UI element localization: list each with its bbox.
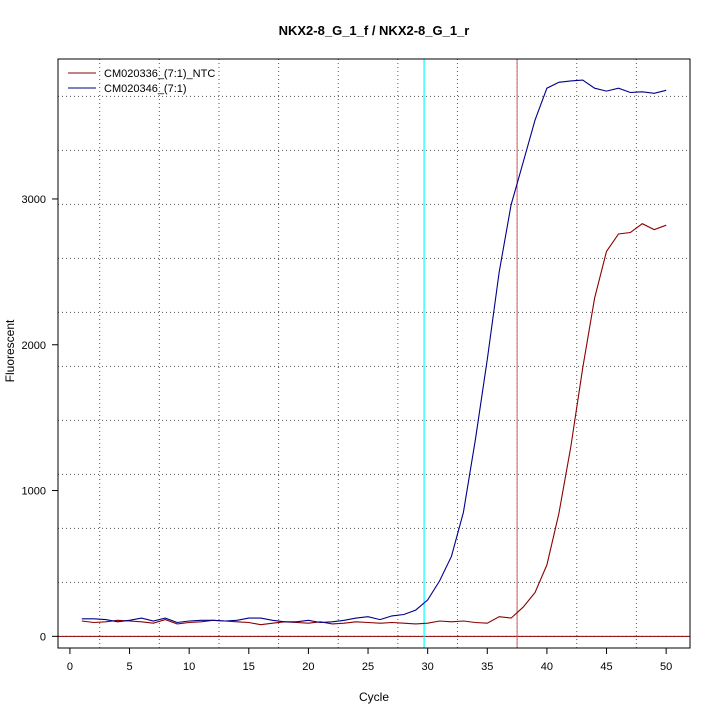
y-tick-label: 3000 (22, 194, 46, 206)
chart-title: NKX2-8_G_1_f / NKX2-8_G_1_r (279, 23, 470, 38)
x-tick-label: 40 (541, 661, 553, 673)
series-line-2 (81, 79, 667, 624)
y-tick-label: 2000 (22, 340, 46, 352)
x-tick-label: 50 (660, 661, 672, 673)
x-tick-label: 30 (422, 661, 434, 673)
y-tick-label: 1000 (22, 486, 46, 498)
reference-lines (58, 59, 690, 648)
x-axis-label: Cycle (359, 690, 389, 704)
x-tick-label: 5 (126, 661, 132, 673)
legend: CM020336_(7:1)_NTC CM020346_(7:1) (68, 68, 215, 95)
x-tick-label: 45 (600, 661, 612, 673)
x-tick-label: 15 (243, 661, 255, 673)
x-axis: 0 5 10 15 20 25 30 35 40 45 50 (67, 647, 672, 673)
legend-label-1: CM020336_(7:1)_NTC (104, 68, 215, 80)
series-line-1 (81, 223, 667, 626)
x-tick-label: 0 (67, 661, 73, 673)
y-axis: 0 1000 2000 3000 (22, 194, 59, 643)
series-lines (81, 79, 667, 626)
y-axis-label: Fluorescent (3, 319, 17, 382)
legend-label-2: CM020346_(7:1) (104, 83, 187, 95)
x-tick-label: 25 (362, 661, 374, 673)
x-tick-label: 10 (183, 661, 195, 673)
y-tick-label: 0 (40, 631, 46, 643)
x-tick-label: 20 (302, 661, 314, 673)
x-tick-label: 35 (481, 661, 493, 673)
